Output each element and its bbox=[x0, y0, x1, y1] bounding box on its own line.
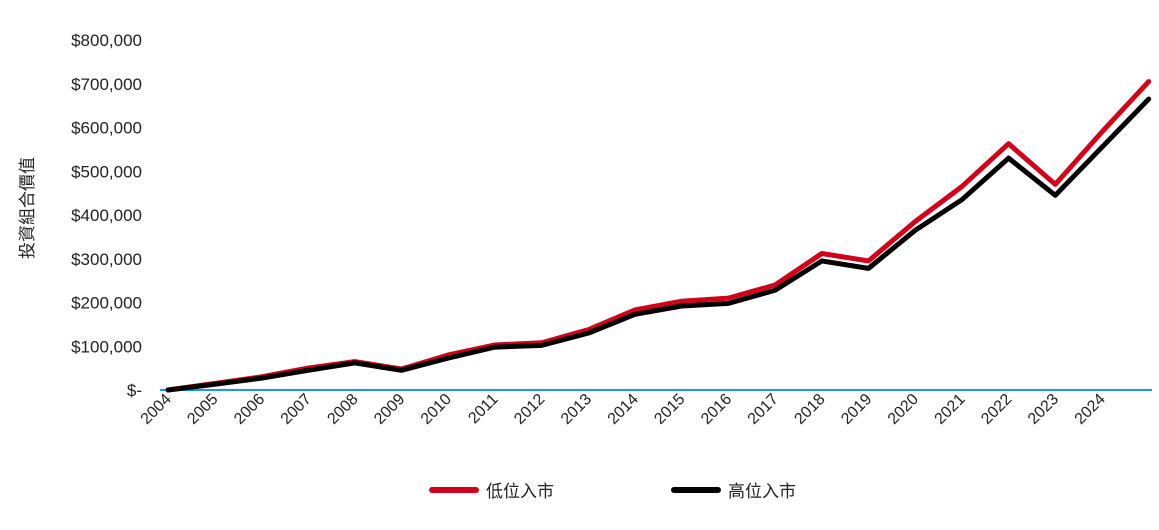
x-tick-label: 2022 bbox=[978, 391, 1015, 428]
x-tick-label: 2012 bbox=[511, 391, 548, 428]
x-tick-label: 2020 bbox=[885, 391, 922, 428]
legend-label-low-entry: 低位入市 bbox=[486, 482, 554, 501]
x-tick-label: 2024 bbox=[1072, 391, 1109, 428]
x-tick-label: 2016 bbox=[698, 391, 735, 428]
y-axis-label: 投資組合價值 bbox=[18, 157, 37, 259]
legend: 低位入市 高位入市 bbox=[432, 482, 796, 501]
x-tick-label: 2017 bbox=[745, 391, 782, 428]
x-tick-label: 2006 bbox=[231, 391, 268, 428]
y-tick-label: $800,000 bbox=[71, 31, 142, 50]
x-tick-label: 2010 bbox=[418, 391, 455, 428]
x-tick-label: 2023 bbox=[1025, 391, 1062, 428]
y-tick-label: $100,000 bbox=[71, 337, 142, 356]
series-line-1 bbox=[168, 99, 1149, 390]
x-tick-label: 2009 bbox=[371, 391, 408, 428]
x-tick-label: 2013 bbox=[558, 391, 595, 428]
x-tick-label: 2005 bbox=[184, 391, 221, 428]
series-line-0 bbox=[168, 82, 1149, 390]
y-tick-label: $500,000 bbox=[71, 162, 142, 181]
x-tick-label: 2021 bbox=[932, 391, 969, 428]
x-tick-label: 2007 bbox=[278, 391, 315, 428]
legend-label-high-entry: 高位入市 bbox=[728, 482, 796, 501]
x-tick-label: 2011 bbox=[465, 391, 501, 427]
y-tick-label: $300,000 bbox=[71, 250, 142, 269]
y-tick-label: $- bbox=[127, 381, 142, 400]
x-tick-label: 2004 bbox=[138, 391, 175, 428]
x-tick-label: 2015 bbox=[651, 391, 688, 428]
y-tick-label: $700,000 bbox=[71, 75, 142, 94]
x-tick-label: 2018 bbox=[791, 391, 828, 428]
x-tick-label: 2019 bbox=[838, 391, 875, 428]
y-tick-label: $200,000 bbox=[71, 294, 142, 313]
y-tick-label: $400,000 bbox=[71, 206, 142, 225]
x-tick-label: 2008 bbox=[324, 391, 361, 428]
x-tick-label: 2014 bbox=[605, 391, 642, 428]
y-tick-label: $600,000 bbox=[71, 119, 142, 138]
